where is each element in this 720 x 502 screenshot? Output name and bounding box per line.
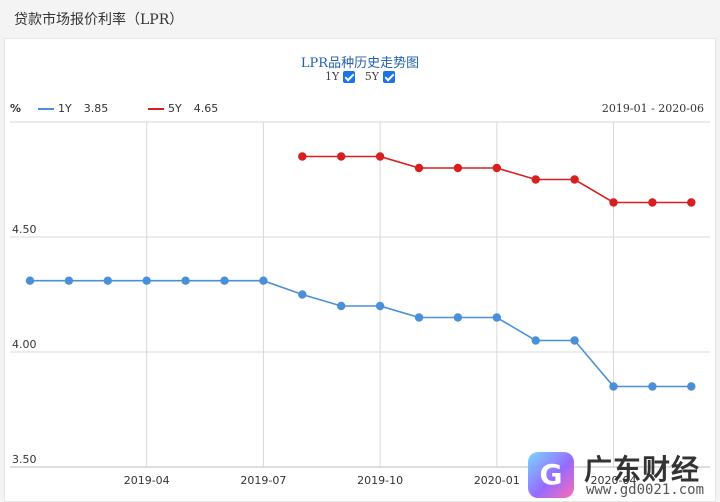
chart-card xyxy=(4,38,716,502)
data-point-5y xyxy=(492,163,501,173)
data-point-1y xyxy=(298,290,307,299)
data-point-1y xyxy=(142,276,151,285)
series-toggles: 1Y 5Y xyxy=(0,70,720,83)
x-tick-label: 2020-01 xyxy=(474,474,520,487)
data-point-5y xyxy=(609,198,618,207)
legend-label-5y: 5Y xyxy=(168,102,182,115)
page-header: 贷款市场报价利率（LPR） xyxy=(0,0,720,36)
data-point-5y xyxy=(531,175,540,184)
x-tick-label: 2019-04 xyxy=(124,474,170,487)
toggle-5y-checkbox[interactable] xyxy=(383,70,396,83)
toggle-1y-checkbox[interactable] xyxy=(343,70,356,83)
data-point-5y xyxy=(687,198,696,207)
data-point-1y xyxy=(181,276,190,285)
data-point-1y xyxy=(570,336,579,345)
x-tick-label: 2020-04 xyxy=(591,474,637,487)
data-point-5y xyxy=(298,152,307,161)
data-point-5y xyxy=(648,198,657,207)
data-point-1y xyxy=(375,301,385,311)
legend: % 1Y 3.85 5Y 4.65 2019-01 - 2020-06 xyxy=(10,102,710,118)
data-point-5y xyxy=(453,163,463,173)
legend-item-1y[interactable]: 1Y 3.85 xyxy=(38,102,108,115)
toggle-1y[interactable]: 1Y xyxy=(324,70,356,83)
y-tick-label: 3.50 xyxy=(12,453,37,466)
data-point-1y xyxy=(64,276,74,285)
data-point-1y xyxy=(648,382,657,391)
legend-swatch-5y xyxy=(148,107,164,110)
data-point-1y xyxy=(453,313,463,322)
chart-title: LPR品种历史走势图 xyxy=(300,56,420,71)
data-point-1y xyxy=(492,313,501,322)
data-point-1y xyxy=(531,336,540,345)
data-point-1y xyxy=(687,382,696,391)
toggle-1y-label: 1Y xyxy=(324,70,340,83)
x-tick-label: 2019-07 xyxy=(240,474,286,487)
legend-swatch-1y xyxy=(38,107,54,110)
legend-value-1y: 3.85 xyxy=(83,102,109,115)
legend-value-5y: 4.65 xyxy=(193,102,219,115)
toggle-5y-label: 5Y xyxy=(364,70,380,83)
data-point-1y xyxy=(103,276,113,285)
y-unit-label: % xyxy=(10,102,22,115)
data-point-1y xyxy=(220,276,229,285)
legend-label-1y: 1Y xyxy=(58,102,72,115)
legend-item-5y[interactable]: 5Y 4.65 xyxy=(148,102,218,115)
data-point-1y xyxy=(25,276,35,285)
page-title: 贷款市场报价利率（LPR） xyxy=(14,12,184,28)
data-point-5y xyxy=(375,152,385,161)
toggle-5y[interactable]: 5Y xyxy=(364,70,396,83)
series-line-1y xyxy=(30,279,692,388)
y-tick-label: 4.00 xyxy=(12,338,37,351)
data-point-5y xyxy=(337,152,346,161)
data-point-1y xyxy=(609,382,618,391)
y-tick-label: 4.50 xyxy=(12,223,37,236)
data-point-1y xyxy=(337,301,346,311)
data-point-5y xyxy=(414,163,424,173)
date-range: 2019-01 - 2020-06 xyxy=(601,102,704,115)
data-point-5y xyxy=(570,175,579,184)
x-tick-label: 2019-10 xyxy=(357,474,403,487)
data-point-1y xyxy=(259,276,268,285)
data-point-1y xyxy=(414,313,424,322)
